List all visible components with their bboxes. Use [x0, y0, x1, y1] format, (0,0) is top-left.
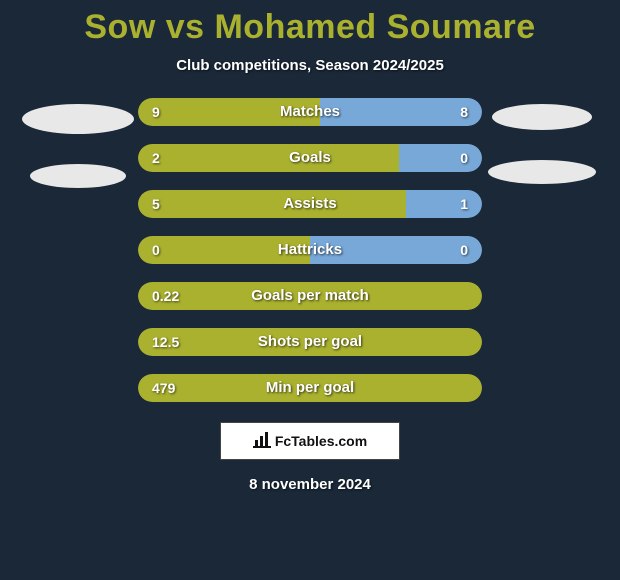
- stat-row: 479Min per goal: [138, 374, 482, 402]
- source-badge[interactable]: FcTables.com: [220, 422, 400, 460]
- stat-row: 20Goals: [138, 144, 482, 172]
- player2-avatar-placeholder: [488, 160, 596, 184]
- stat-row: 98Matches: [138, 98, 482, 126]
- player2-avatar-placeholder: [492, 104, 592, 130]
- footer-date: 8 november 2024: [0, 476, 620, 493]
- player1-avatar-placeholder: [22, 104, 134, 134]
- chart-icon: [253, 432, 271, 451]
- stat-label: Assists: [138, 190, 482, 218]
- stat-label: Matches: [138, 98, 482, 126]
- stat-label: Goals: [138, 144, 482, 172]
- comparison-area: 98Matches 20Goals 51Assists 00Hattricks 0.22…: [0, 98, 620, 402]
- stat-row: 0.22Goals per match: [138, 282, 482, 310]
- stat-label: Shots per goal: [138, 328, 482, 356]
- stats-bars-column: 98Matches 20Goals 51Assists 00Hattricks 0.22…: [138, 98, 482, 402]
- player1-avatar-placeholder: [30, 164, 126, 188]
- stat-row: 00Hattricks: [138, 236, 482, 264]
- stat-label: Hattricks: [138, 236, 482, 264]
- stat-row: 51Assists: [138, 190, 482, 218]
- stat-row: 12.5Shots per goal: [138, 328, 482, 356]
- source-brand-text: FcTables.com: [275, 433, 367, 449]
- player2-avatar-column: [482, 98, 602, 184]
- player1-avatar-column: [18, 98, 138, 188]
- stat-label: Min per goal: [138, 374, 482, 402]
- stat-label: Goals per match: [138, 282, 482, 310]
- page-subtitle: Club competitions, Season 2024/2025: [0, 57, 620, 74]
- page-title: Sow vs Mohamed Soumare: [0, 0, 620, 47]
